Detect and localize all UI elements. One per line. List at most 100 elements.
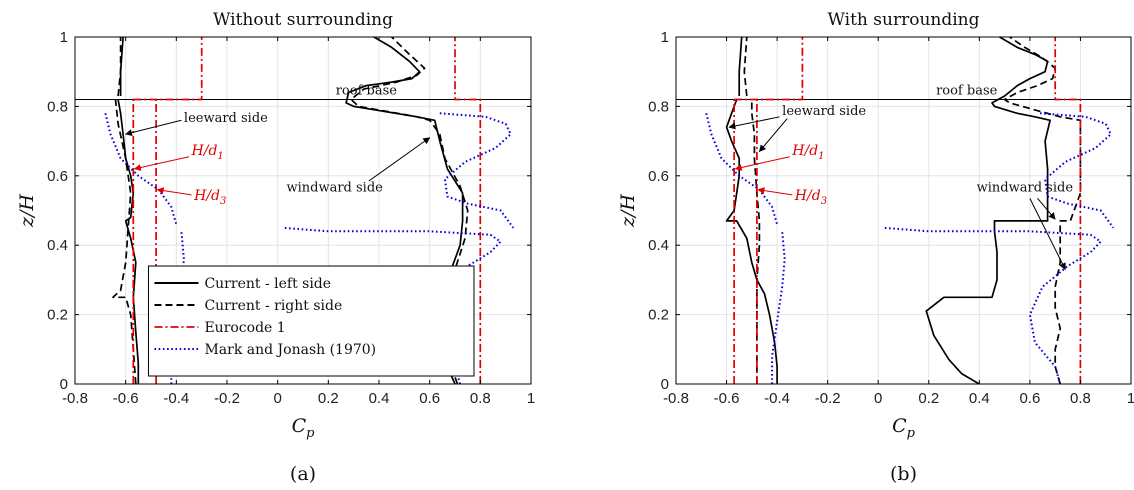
panel-sublabel: (b) xyxy=(890,463,917,485)
hd3-label-main: H/d xyxy=(794,188,821,204)
x-axis-label-sub: p xyxy=(907,426,916,441)
series-line-current-left-side xyxy=(725,99,778,384)
x-tick-label: 0.4 xyxy=(369,390,390,407)
y-tick-label: 0.4 xyxy=(47,237,68,254)
x-tick-label: 0.2 xyxy=(918,390,939,407)
x-tick-label: 0.8 xyxy=(470,390,491,407)
hd1-label-main: H/d xyxy=(191,143,218,159)
hd3-label-main: H/d xyxy=(193,188,220,204)
y-tick-label: 0.4 xyxy=(648,237,669,254)
hd3-arrow xyxy=(757,187,793,196)
roof-base-label: roof base xyxy=(336,83,398,98)
series-line-eurocode-1 xyxy=(734,37,804,101)
hd1-label-main: H/d xyxy=(791,143,818,159)
y-tick-label: 0 xyxy=(661,376,669,393)
hd1-arrow xyxy=(734,156,790,171)
x-tick-label: -0.8 xyxy=(62,390,88,407)
axes-frame xyxy=(675,36,1132,385)
legend-entry: Current - right side xyxy=(204,298,342,314)
x-tick-label: 0.8 xyxy=(1070,390,1091,407)
x-tick-label: 0 xyxy=(874,390,882,407)
legend-box xyxy=(147,265,475,377)
x-axis-label: Cp xyxy=(892,415,916,441)
roof-base-label: roof base xyxy=(936,83,998,98)
hd1-label-sub: 1 xyxy=(217,151,223,162)
series-line-mark-and-jonash-1970 xyxy=(104,113,178,225)
leeward-side-label: leeward side xyxy=(184,111,268,126)
x-tick-label: 0.4 xyxy=(969,390,990,407)
hd1-label: H/d1 xyxy=(791,143,824,162)
x-tick-label: 0.2 xyxy=(318,390,339,407)
panel-sublabel: (a) xyxy=(290,463,316,485)
hd1-label-sub: 1 xyxy=(818,151,824,162)
series-line-current-right-side xyxy=(117,37,122,97)
y-tick-label: 1 xyxy=(661,29,669,46)
leeward-arrow-2 xyxy=(758,118,788,153)
leeward-arrow-1 xyxy=(728,116,780,130)
x-tick-label: 0 xyxy=(273,390,281,407)
windward-arrow-2 xyxy=(1029,198,1066,271)
x-tick-label: 0.6 xyxy=(1019,390,1040,407)
windward-side-label: windward side xyxy=(977,180,1074,195)
chart-title: Without surrounding xyxy=(213,10,393,30)
series-line-current-right-side xyxy=(743,36,748,97)
series-line-mark-and-jonash-1970 xyxy=(883,226,1102,385)
y-tick-label: 0.6 xyxy=(648,168,669,185)
windward-arrow xyxy=(368,137,431,182)
x-tick-label: -0.6 xyxy=(714,390,740,407)
x-axis-label-sub: p xyxy=(306,426,315,441)
y-tick-label: 1 xyxy=(60,29,68,46)
hd1-label: H/d1 xyxy=(191,143,224,162)
leeward-side-label: leeward side xyxy=(782,104,866,119)
x-tick-label: -0.2 xyxy=(815,390,841,407)
series-line-current-left-side xyxy=(925,36,1051,385)
axes-frame xyxy=(74,36,532,385)
y-tick-label: 0.2 xyxy=(47,307,68,324)
y-tick-label: 0.6 xyxy=(47,168,68,185)
legend-entry: Mark and Jonash (1970) xyxy=(204,342,376,358)
hd3-arrow xyxy=(156,187,192,196)
legend-entry: Eurocode 1 xyxy=(204,320,285,336)
windward-arrow-1 xyxy=(1037,198,1056,220)
hd3-label: H/d3 xyxy=(193,188,226,207)
series-line-mark-and-jonash-1970 xyxy=(439,112,515,229)
y-tick-label: 0 xyxy=(60,376,68,393)
hd3-label-sub: 3 xyxy=(821,196,827,207)
x-axis-label-main: C xyxy=(892,415,907,437)
chart-panel-a: roof base -0.8 -0.6 -0.4 -0.2 0 0.2 0.4 0.6 0.8 1 0… xyxy=(16,10,535,485)
windward-side-label: windward side xyxy=(286,180,383,195)
chart-title: With surrounding xyxy=(827,10,979,30)
hd3-label-sub: 3 xyxy=(220,196,226,207)
x-tick-label: -0.4 xyxy=(163,390,189,407)
y-axis-label: z/H xyxy=(617,194,639,228)
series-line-eurocode-1 xyxy=(1054,37,1082,384)
x-tick-label: -0.2 xyxy=(214,390,240,407)
series-line-mark-and-jonash-1970 xyxy=(771,231,786,384)
series-line-current-right-side xyxy=(112,99,137,385)
x-tick-label: 1 xyxy=(527,390,535,407)
series-line-current-right-side xyxy=(1003,36,1082,385)
series-line-current-left-side xyxy=(117,99,140,384)
series-line-mark-and-jonash-1970 xyxy=(705,113,779,225)
legend: Current - left side Current - right side E… xyxy=(147,265,475,377)
hd1-arrow xyxy=(133,156,190,171)
y-axis-label: z/H xyxy=(16,194,38,228)
x-tick-label: 0.6 xyxy=(419,390,440,407)
y-tick-label: 0.2 xyxy=(648,307,669,324)
legend-entry: Current - left side xyxy=(204,276,331,292)
series-line-current-left-side xyxy=(738,36,743,96)
series-line-current-right-side xyxy=(750,99,761,384)
series-line-eurocode-1 xyxy=(454,37,482,384)
x-tick-label: -0.4 xyxy=(764,390,790,407)
x-axis-label-main: C xyxy=(292,415,307,437)
x-axis-label: Cp xyxy=(292,415,316,441)
hd3-label: H/d3 xyxy=(794,188,827,207)
x-tick-label: 1 xyxy=(1127,390,1134,407)
x-tick-label: -0.6 xyxy=(113,390,139,407)
y-tick-label: 0.8 xyxy=(648,98,669,115)
leeward-arrow xyxy=(124,119,182,137)
series-line-eurocode-1 xyxy=(133,37,203,101)
chart-panel-b: roof base -0.8 -0.6 -0.4 -0.2 0 0.2 0.4 0.6 0.8 1 0… xyxy=(617,10,1134,485)
x-tick-label: -0.8 xyxy=(663,390,689,407)
